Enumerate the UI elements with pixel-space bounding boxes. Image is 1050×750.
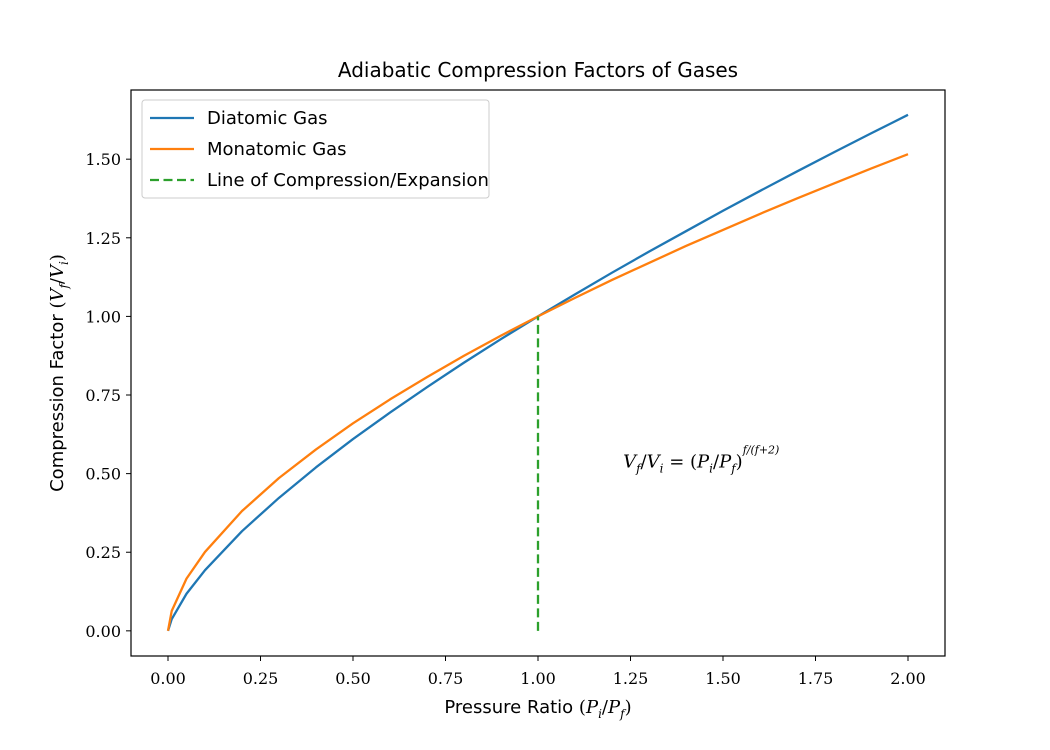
y-tick-label: 1.25 bbox=[85, 229, 121, 248]
y-tick-label: 0.25 bbox=[85, 543, 121, 562]
legend-label: Monatomic Gas bbox=[207, 139, 347, 160]
x-tick-label: 1.50 bbox=[705, 669, 741, 688]
x-axis: 0.00 0.25 0.50 0.75 1.00 1.25 1.50 1.75 2.00 bbox=[150, 656, 926, 688]
series-line-diatomic-gas bbox=[166, 113, 909, 632]
x-tick-label: 0.00 bbox=[150, 669, 186, 688]
y-tick-label: 0.50 bbox=[85, 465, 121, 484]
x-tick-label: 2.00 bbox=[890, 669, 926, 688]
chart-title: Adiabatic Compression Factors of Gases bbox=[338, 58, 738, 82]
y-axis: 0.00 0.25 0.50 0.75 1.00 1.25 1.50 bbox=[85, 150, 131, 641]
y-axis-label: Compression Factor (Vf​/Vi​) bbox=[47, 254, 71, 492]
x-tick-label: 1.25 bbox=[613, 669, 649, 688]
legend-label: Line of Compression/Expansion bbox=[207, 170, 489, 191]
y-tick-label: 1.00 bbox=[85, 307, 121, 326]
legend: Diatomic Gas Monatomic Gas Line of Compres… bbox=[141, 99, 490, 199]
formula-annotation: Vf/Vi = (Pi/Pf)f/(f+2) bbox=[623, 443, 779, 475]
legend-label: Diatomic Gas bbox=[207, 108, 327, 129]
y-tick-label: 1.50 bbox=[85, 150, 121, 169]
x-tick-label: 0.25 bbox=[243, 669, 279, 688]
x-axis-label: Pressure Ratio (Pi​/Pf​) bbox=[444, 697, 631, 721]
y-tick-label: 0.00 bbox=[85, 622, 121, 641]
plot-area bbox=[166, 113, 909, 632]
x-tick-label: 1.00 bbox=[520, 669, 556, 688]
x-tick-label: 1.75 bbox=[798, 669, 834, 688]
x-tick-label: 0.50 bbox=[335, 669, 371, 688]
legend-box bbox=[141, 99, 490, 199]
series-line-monatomic-gas bbox=[166, 153, 909, 632]
y-tick-label: 0.75 bbox=[85, 386, 121, 405]
x-tick-label: 0.75 bbox=[428, 669, 464, 688]
